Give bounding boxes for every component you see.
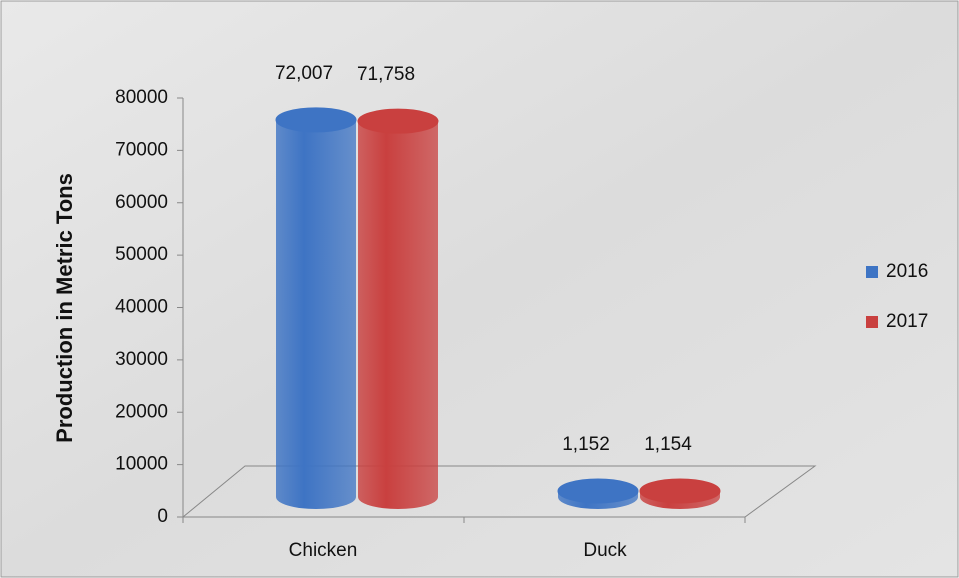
y-tick-label: 0 [157,506,168,527]
legend-label: 2017 [886,311,928,332]
legend-swatch [866,316,878,328]
value-label: 1,152 [562,434,610,455]
bar [276,120,356,509]
bar-top [640,479,720,503]
page: Production in Metric Tons 0 10000 20000 300… [0,0,959,578]
value-label: 1,154 [644,434,692,455]
y-tick-label: 20000 [115,401,168,422]
chart: Production in Metric Tons 0 10000 20000 300… [0,0,959,578]
bar-top [276,108,356,132]
x-tick-label: Duck [583,540,627,561]
y-tick-label: 80000 [115,87,168,108]
legend-swatch [866,266,878,278]
bar-top [558,479,638,503]
bar [358,121,438,509]
y-tick-label: 40000 [115,297,168,318]
y-tick-label: 10000 [115,454,168,475]
y-axis-title: Production in Metric Tons [52,173,77,443]
y-tick-label: 60000 [115,192,168,213]
value-label: 71,758 [357,64,415,85]
legend-label: 2016 [886,261,928,282]
y-tick-label: 50000 [115,244,168,265]
value-label: 72,007 [275,63,333,84]
x-tick-label: Chicken [289,540,358,561]
bar-top [358,109,438,133]
y-tick-label: 30000 [115,349,168,370]
y-tick-label: 70000 [115,139,168,160]
